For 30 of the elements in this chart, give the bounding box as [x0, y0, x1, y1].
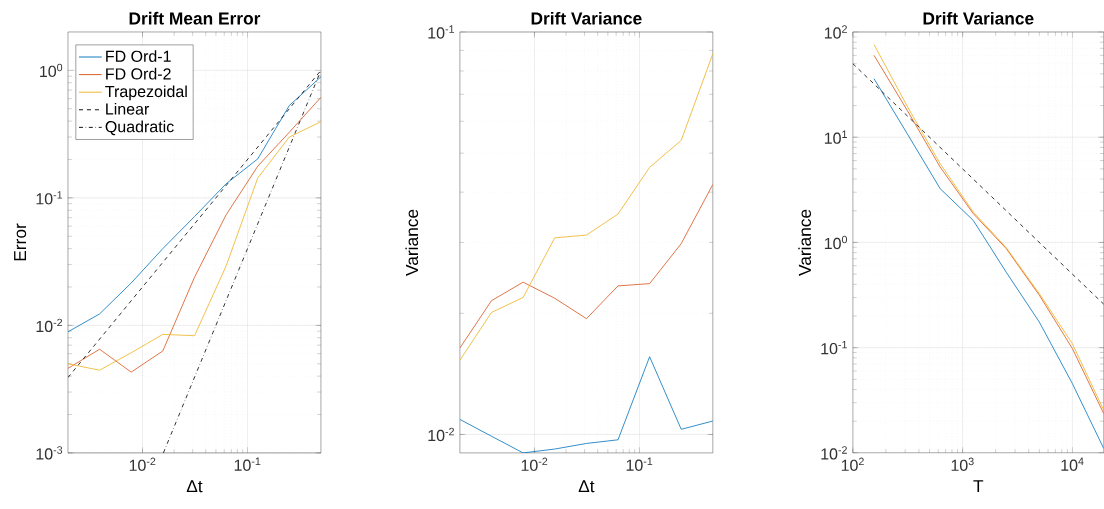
x-axis-title: Δt — [578, 480, 595, 493]
y-tick-label: 10$^{0}$ — [824, 235, 848, 250]
x-tick-label: 10$^{3}$ — [951, 457, 974, 472]
y-axis-title: Variance — [405, 209, 419, 276]
chart-title: Drift Variance — [531, 11, 642, 25]
x-tick-label: 10$^{2}$ — [841, 457, 864, 472]
x-axis-title: T — [973, 480, 984, 493]
x-tick-label: 10$^{-1}$ — [626, 457, 653, 471]
legend-label: Quadratic — [105, 120, 174, 136]
x-tick-label: 10$^{-1}$ — [234, 457, 261, 471]
y-tick-label: 10$^{-3}$ — [36, 446, 63, 460]
x-tick-label: 10$^{-2}$ — [521, 457, 548, 472]
y-tick-label: 10$^{-1}$ — [821, 341, 847, 355]
chart-title: Drift Variance — [923, 11, 1034, 25]
y-tick-label: 10$^{0}$ — [40, 63, 63, 78]
y-tick-label: 10$^{-2}$ — [821, 446, 847, 460]
chart-title: Drift Mean Error — [129, 11, 261, 25]
legend-label: FD Ord-2 — [106, 67, 171, 80]
y-tick-label: 10$^{2}$ — [824, 25, 847, 39]
y-tick-label: 10$^{1}$ — [824, 130, 847, 144]
legend-label: Trapezoidal — [105, 85, 187, 101]
legend-label: FD Ord-1 — [106, 50, 171, 63]
x-tick-label: 10$^{4}$ — [1061, 457, 1084, 471]
x-axis-title: Δt — [186, 480, 203, 493]
y-tick-label: 10$^{-2}$ — [36, 318, 63, 333]
x-tick-label: 10$^{-2}$ — [129, 457, 156, 472]
y-axis-title: Variance — [798, 209, 812, 276]
y-axis-title: Error — [14, 223, 27, 261]
y-tick-label: 10$^{-1}$ — [36, 191, 63, 205]
legend-label: Linear — [106, 103, 150, 115]
